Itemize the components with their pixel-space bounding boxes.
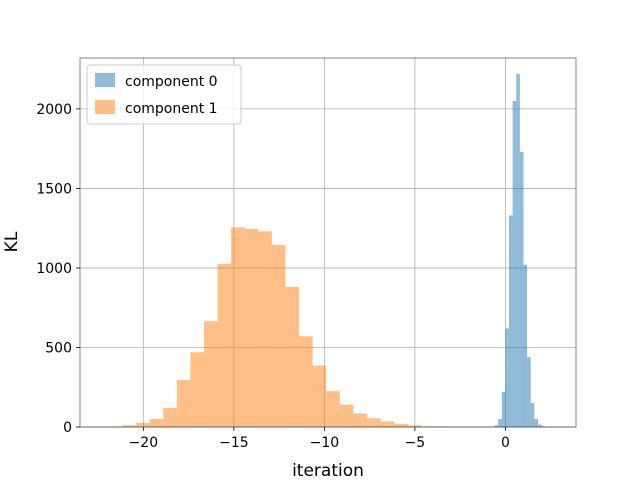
y-tick-label: 1000	[36, 261, 72, 277]
series-component-0	[494, 73, 546, 427]
histogram-bar	[217, 263, 232, 427]
histogram-bar	[285, 287, 300, 427]
y-tick-label: 500	[45, 340, 72, 356]
histogram-bar	[176, 380, 191, 427]
histogram-bars	[108, 73, 546, 427]
histogram-bar	[366, 418, 381, 427]
y-tick-label: 1500	[36, 181, 72, 197]
histogram-bar	[527, 357, 531, 427]
histogram-bar	[516, 73, 520, 427]
histogram-bar	[149, 419, 164, 427]
series-component-1	[108, 227, 462, 427]
histogram-bar	[271, 244, 286, 427]
histogram-bar	[122, 425, 137, 427]
histogram-bar	[394, 423, 408, 427]
histogram-bar	[353, 413, 367, 427]
x-axis-label: iteration	[292, 461, 364, 480]
histogram-bar	[326, 391, 340, 427]
histogram-bar	[501, 392, 506, 427]
histogram-bar	[163, 407, 177, 427]
histogram-bar	[530, 403, 535, 427]
y-tick-label: 0	[63, 420, 72, 436]
histogram-bar	[244, 228, 259, 427]
legend-swatch-component-1	[95, 100, 115, 114]
histogram-bar	[498, 419, 502, 427]
histogram-bar	[509, 215, 513, 427]
histogram-bar	[231, 227, 245, 427]
x-tick-label: 0	[501, 435, 510, 451]
legend-swatch-component-0	[95, 73, 115, 87]
legend-label-component-1: component 1	[125, 101, 218, 117]
histogram-bar	[204, 321, 218, 427]
legend: component 0 component 1	[86, 64, 242, 125]
x-tick-label: −5	[405, 435, 426, 451]
x-tick-label: −20	[129, 435, 159, 451]
histogram-bar	[136, 423, 150, 427]
histogram-bar	[190, 352, 204, 427]
y-axis-label: KL	[2, 231, 22, 252]
x-tick-label: −15	[219, 435, 249, 451]
histogram-bar	[312, 365, 327, 427]
histogram-bar	[258, 231, 272, 427]
histogram-bar	[494, 425, 499, 427]
histogram-bar	[519, 151, 524, 427]
histogram-bar	[299, 336, 313, 427]
histogram-bar	[339, 404, 354, 427]
y-tick-label: 2000	[36, 102, 72, 118]
histogram-bar	[505, 328, 510, 427]
histogram-bar	[534, 419, 538, 427]
histogram-bar	[380, 421, 395, 427]
x-tick-label: −10	[310, 435, 340, 451]
histogram-bar	[512, 100, 517, 427]
legend-label-component-0: component 0	[125, 74, 218, 90]
axis-ticks: −20 −15 −10 −5 0 0 500 1000 1500 2000	[36, 102, 510, 451]
histogram-bar	[407, 425, 422, 427]
plot-frame	[79, 57, 577, 428]
histogram-bar	[537, 424, 542, 427]
histogram-bar	[523, 264, 528, 427]
legend-box	[86, 64, 242, 125]
